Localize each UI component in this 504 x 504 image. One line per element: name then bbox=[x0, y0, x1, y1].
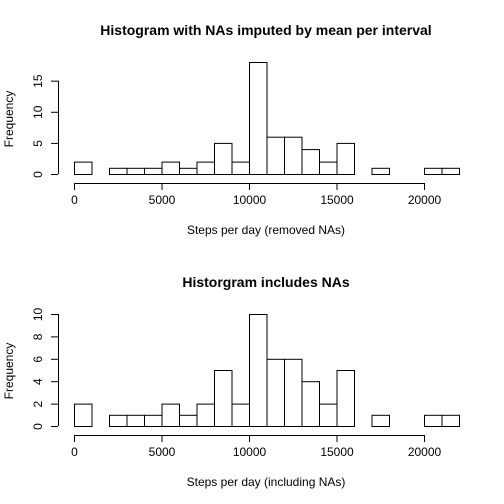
y-tick-label: 10 bbox=[31, 105, 45, 119]
histogram-panel-bottom: Historgram includes NAs Steps per day (i… bbox=[2, 274, 460, 489]
chart-title: Histogram with NAs imputed by mean per i… bbox=[100, 22, 431, 38]
histogram-bar bbox=[266, 358, 285, 427]
x-tick-label: 0 bbox=[71, 445, 78, 459]
x-tick-label: 5000 bbox=[149, 193, 176, 207]
chart-title: Historgram includes NAs bbox=[182, 274, 349, 290]
histogram-bar bbox=[336, 370, 355, 427]
histogram-bar bbox=[424, 414, 443, 427]
histogram-bar bbox=[371, 414, 390, 427]
histogram-bar bbox=[144, 167, 163, 176]
x-tick-label: 10000 bbox=[233, 445, 267, 459]
histogram-bar bbox=[336, 142, 355, 175]
histogram-bar bbox=[284, 358, 303, 427]
histogram-bar bbox=[126, 414, 145, 427]
x-tick-label: 5000 bbox=[149, 445, 176, 459]
histogram-bar bbox=[179, 167, 198, 176]
y-tick-label: 10 bbox=[31, 308, 45, 322]
histogram-panel-top: Histogram with NAs imputed by mean per i… bbox=[2, 22, 460, 237]
y-axis-label: Frequency bbox=[2, 91, 16, 148]
histogram-bar bbox=[161, 161, 180, 176]
histogram-bar bbox=[196, 161, 215, 176]
y-tick-label: 6 bbox=[31, 356, 45, 363]
histogram-bar bbox=[441, 414, 460, 427]
x-axis-label: Steps per day (including NAs) bbox=[187, 475, 346, 489]
x-tick-label: 15000 bbox=[320, 193, 354, 207]
x-tick-label: 0 bbox=[71, 193, 78, 207]
y-tick-label: 4 bbox=[31, 378, 45, 385]
histogram-bar bbox=[319, 403, 338, 428]
histogram-bar bbox=[231, 161, 250, 176]
histogram-bar bbox=[214, 370, 233, 427]
x-tick-label: 20000 bbox=[408, 445, 442, 459]
histogram-bar bbox=[301, 149, 320, 176]
histogram-bar bbox=[249, 314, 268, 427]
histogram-bar bbox=[319, 161, 338, 176]
histogram-bar bbox=[441, 167, 460, 176]
histogram-bar bbox=[144, 414, 163, 427]
y-tick-label: 5 bbox=[31, 140, 45, 147]
histogram-bar bbox=[161, 403, 180, 428]
histogram-bar bbox=[196, 403, 215, 428]
bars bbox=[74, 314, 460, 428]
histogram-bar bbox=[266, 136, 285, 175]
x-axis-label: Steps per day (removed NAs) bbox=[187, 223, 345, 237]
y-tick-label: 15 bbox=[31, 74, 45, 88]
bars bbox=[74, 62, 460, 176]
y-tick-label: 2 bbox=[31, 400, 45, 407]
histogram-bar bbox=[126, 167, 145, 176]
histogram-bar bbox=[179, 414, 198, 427]
x-axis: 0 5000 10000 15000 20000 bbox=[71, 183, 442, 207]
histogram-bar bbox=[301, 381, 320, 428]
histogram-bar bbox=[424, 167, 443, 176]
x-tick-label: 10000 bbox=[233, 193, 267, 207]
histogram-bar bbox=[74, 161, 93, 176]
x-tick-label: 15000 bbox=[320, 445, 354, 459]
histogram-bar bbox=[249, 62, 268, 175]
histogram-bar bbox=[284, 136, 303, 175]
y-tick-label: 0 bbox=[31, 171, 45, 178]
y-axis-label: Frequency bbox=[2, 343, 16, 400]
x-axis: 0 5000 10000 15000 20000 bbox=[71, 435, 442, 459]
histogram-bar bbox=[109, 167, 128, 176]
x-tick-label: 20000 bbox=[408, 193, 442, 207]
histogram-bar bbox=[109, 414, 128, 427]
y-axis: 0 5 10 15 bbox=[31, 74, 59, 178]
histogram-bar bbox=[371, 167, 390, 176]
y-tick-label: 0 bbox=[31, 423, 45, 430]
y-tick-label: 8 bbox=[31, 333, 45, 340]
histogram-bar bbox=[214, 142, 233, 175]
histogram-bar bbox=[74, 403, 93, 428]
histogram-bar bbox=[231, 403, 250, 428]
y-axis: 0 2 4 6 8 10 bbox=[31, 308, 59, 430]
